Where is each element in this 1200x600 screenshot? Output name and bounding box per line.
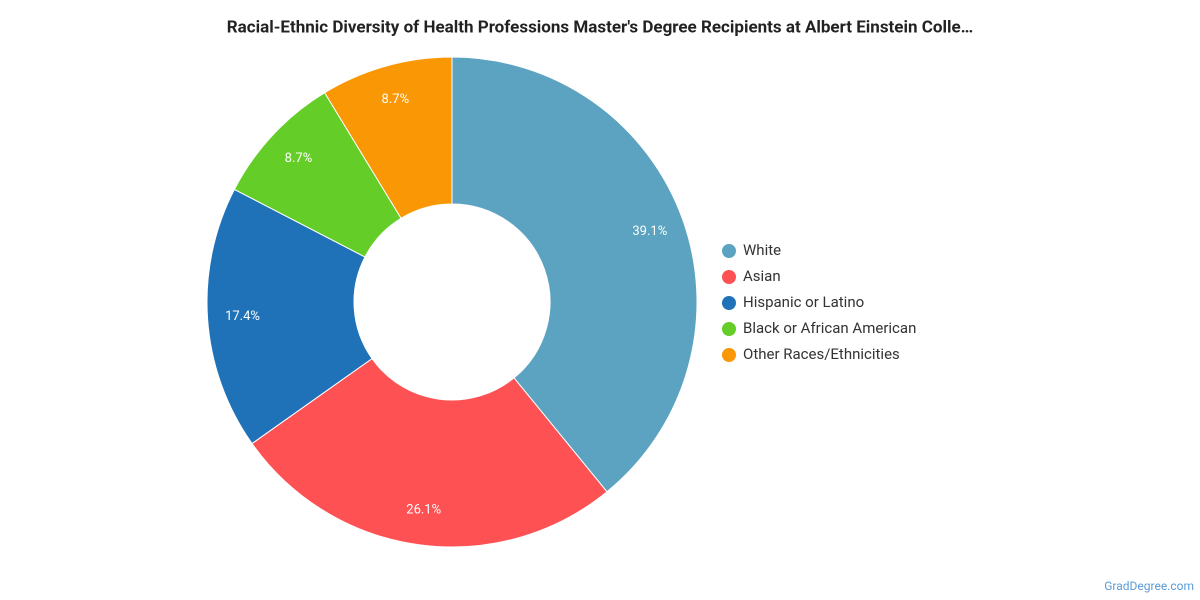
legend-label: White (743, 241, 781, 259)
legend-swatch (722, 270, 736, 284)
legend-swatch (722, 322, 736, 336)
legend-label: Other Races/Ethnicities (743, 345, 900, 363)
legend-swatch (722, 244, 736, 258)
slice (323, 56, 453, 219)
data-label: 17.4% (225, 309, 260, 324)
slice (251, 357, 608, 548)
legend-swatch (722, 296, 736, 310)
legend-swatch (722, 348, 736, 362)
data-label: 39.1% (632, 224, 667, 239)
chart-title: Racial-Ethnic Diversity of Health Profes… (227, 17, 973, 37)
legend-label: Black or African American (743, 319, 916, 337)
data-label: 8.7% (285, 151, 313, 166)
credit[interactable]: GradDegree.com (1104, 579, 1194, 593)
slice (206, 188, 373, 445)
slice (451, 56, 698, 493)
legend-label: Asian (743, 267, 781, 285)
legend-label: Hispanic or Latino (743, 293, 864, 311)
data-label: 26.1% (406, 503, 441, 518)
data-label: 8.7% (382, 92, 410, 107)
